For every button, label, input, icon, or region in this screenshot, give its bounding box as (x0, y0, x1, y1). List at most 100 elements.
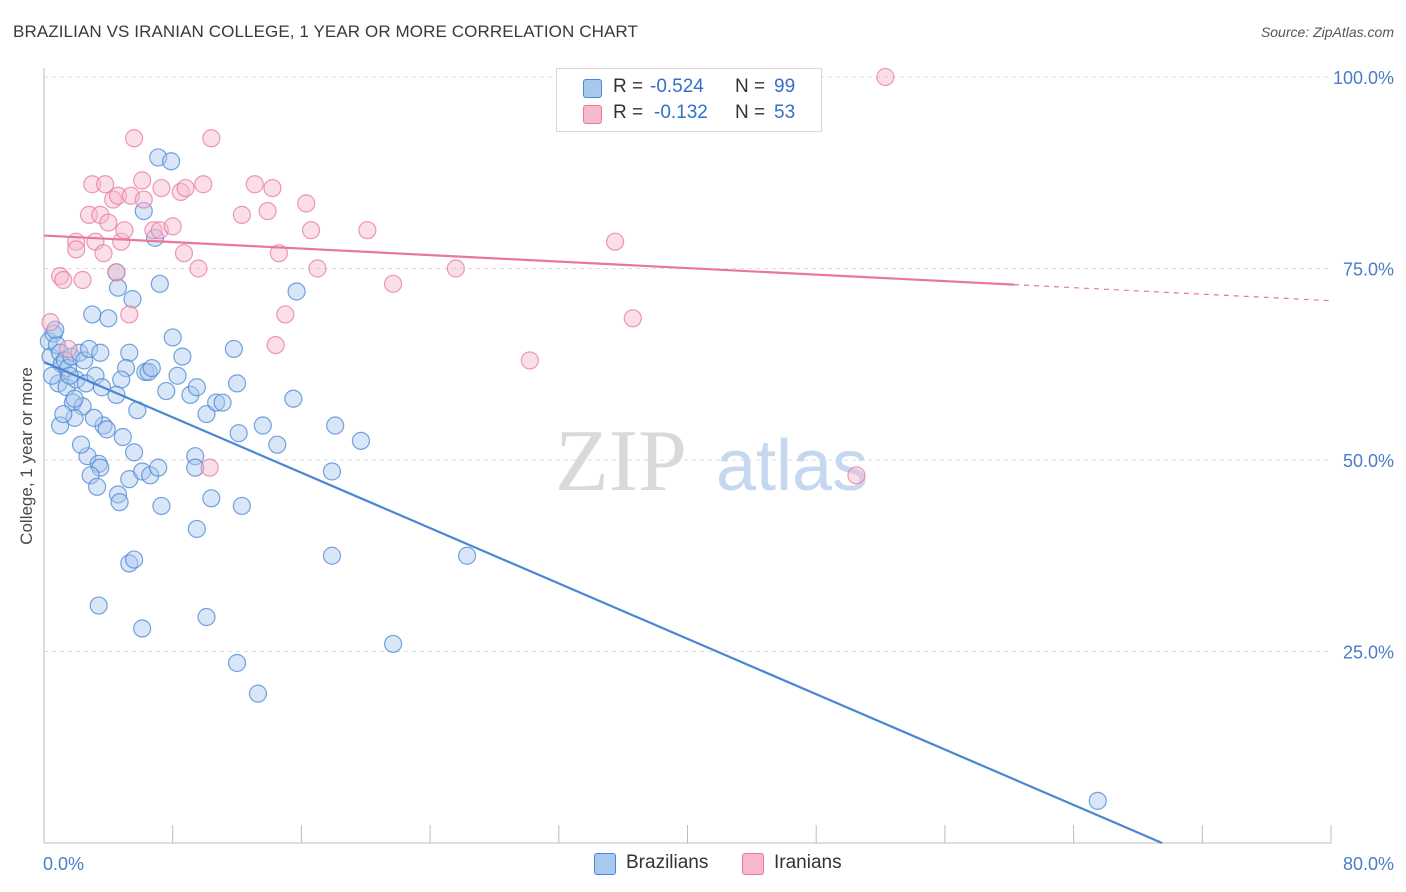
data-point (110, 493, 129, 512)
data-point (124, 550, 144, 569)
y-tick-label: 50.0% (1343, 451, 1394, 471)
data-point (383, 274, 403, 293)
data-point (97, 420, 116, 439)
data-point (142, 358, 161, 378)
data-point (186, 458, 205, 477)
data-point (50, 416, 70, 435)
data-point (79, 339, 99, 359)
data-point (168, 366, 187, 385)
data-point (458, 546, 477, 565)
data-point (301, 221, 321, 240)
tick-labels: 25.0% 50.0% 75.0% 100.0% 0.0% 80.0% (43, 68, 1394, 874)
data-point (91, 458, 110, 477)
y-axis-label: College, 1 year or more (17, 367, 36, 545)
data-point (54, 404, 73, 424)
data-point (67, 240, 86, 259)
data-point (65, 408, 84, 427)
data-point (157, 381, 176, 401)
source-label: Source: ZipAtlas.com (1260, 24, 1394, 40)
data-point (200, 458, 219, 477)
legend-r-value: -0.132 (654, 102, 708, 123)
data-points (39, 67, 1107, 810)
data-point (81, 466, 100, 485)
legend-n-value: 99 (774, 76, 796, 97)
watermark-atlas: atlas (716, 426, 868, 506)
data-point (54, 270, 73, 290)
data-point (112, 370, 131, 389)
data-point (266, 336, 285, 355)
data-point (213, 393, 232, 412)
legend-r-label: R = (613, 102, 644, 123)
data-point (326, 416, 345, 435)
data-point (75, 351, 94, 370)
data-point (207, 393, 226, 412)
data-point (124, 129, 144, 148)
data-point (227, 653, 247, 673)
data-point (227, 374, 247, 393)
data-point (99, 213, 118, 232)
data-point (116, 358, 136, 378)
data-point (87, 477, 107, 496)
data-point (308, 259, 327, 278)
data-point (152, 496, 171, 516)
legend-n-value: 53 (774, 102, 796, 123)
data-point (351, 431, 371, 450)
data-point (383, 634, 403, 653)
data-point (83, 175, 102, 194)
data-point (232, 205, 251, 224)
data-point (269, 244, 288, 263)
data-point (133, 171, 152, 190)
data-point (297, 194, 316, 213)
data-point (276, 305, 295, 324)
data-point (322, 546, 342, 565)
data-point (258, 201, 277, 221)
data-point (202, 129, 221, 148)
data-point (133, 619, 152, 638)
data-point (42, 366, 62, 385)
correlation-legend: R = -0.524 N = 99 R = -0.132 N = 53 (556, 68, 822, 132)
data-point (194, 175, 213, 194)
legend-r-label: R = (613, 76, 644, 97)
data-point (287, 282, 306, 301)
legend-swatch-iranians (583, 105, 602, 124)
data-point (248, 684, 268, 703)
series-brazilians (39, 148, 1107, 810)
data-point (1088, 791, 1107, 810)
data-point (123, 290, 142, 309)
data-point (120, 343, 139, 362)
data-point (59, 339, 78, 359)
data-point (73, 270, 92, 290)
data-point (41, 313, 60, 332)
data-point (99, 309, 118, 328)
trend-lines (43, 234, 1332, 845)
data-point (245, 175, 264, 194)
bottom-legend-swatch-iranians (742, 853, 764, 875)
watermark-zip: ZIP (555, 413, 687, 510)
data-point (623, 309, 642, 328)
data-point (202, 489, 221, 508)
data-point (107, 263, 126, 282)
data-point (187, 519, 206, 539)
data-point (189, 259, 208, 278)
data-point (187, 378, 206, 397)
data-point (229, 424, 248, 443)
data-point (71, 435, 91, 454)
data-point (94, 244, 113, 263)
data-point (108, 186, 128, 205)
data-point (520, 351, 539, 370)
data-point (176, 178, 195, 198)
x-tick-label: 80.0% (1343, 854, 1394, 874)
data-point (91, 343, 110, 362)
bottom-legend-label: Iranians (774, 852, 842, 873)
data-point (174, 244, 194, 263)
grid-lines (44, 76, 1331, 652)
data-point (113, 427, 132, 447)
data-point (163, 328, 182, 347)
data-point (161, 152, 181, 171)
bottom-legend-label: Brazilians (626, 852, 709, 873)
data-point (163, 217, 182, 236)
data-point (284, 389, 303, 408)
data-point (96, 175, 115, 194)
data-point (232, 496, 251, 516)
data-point (152, 178, 171, 198)
